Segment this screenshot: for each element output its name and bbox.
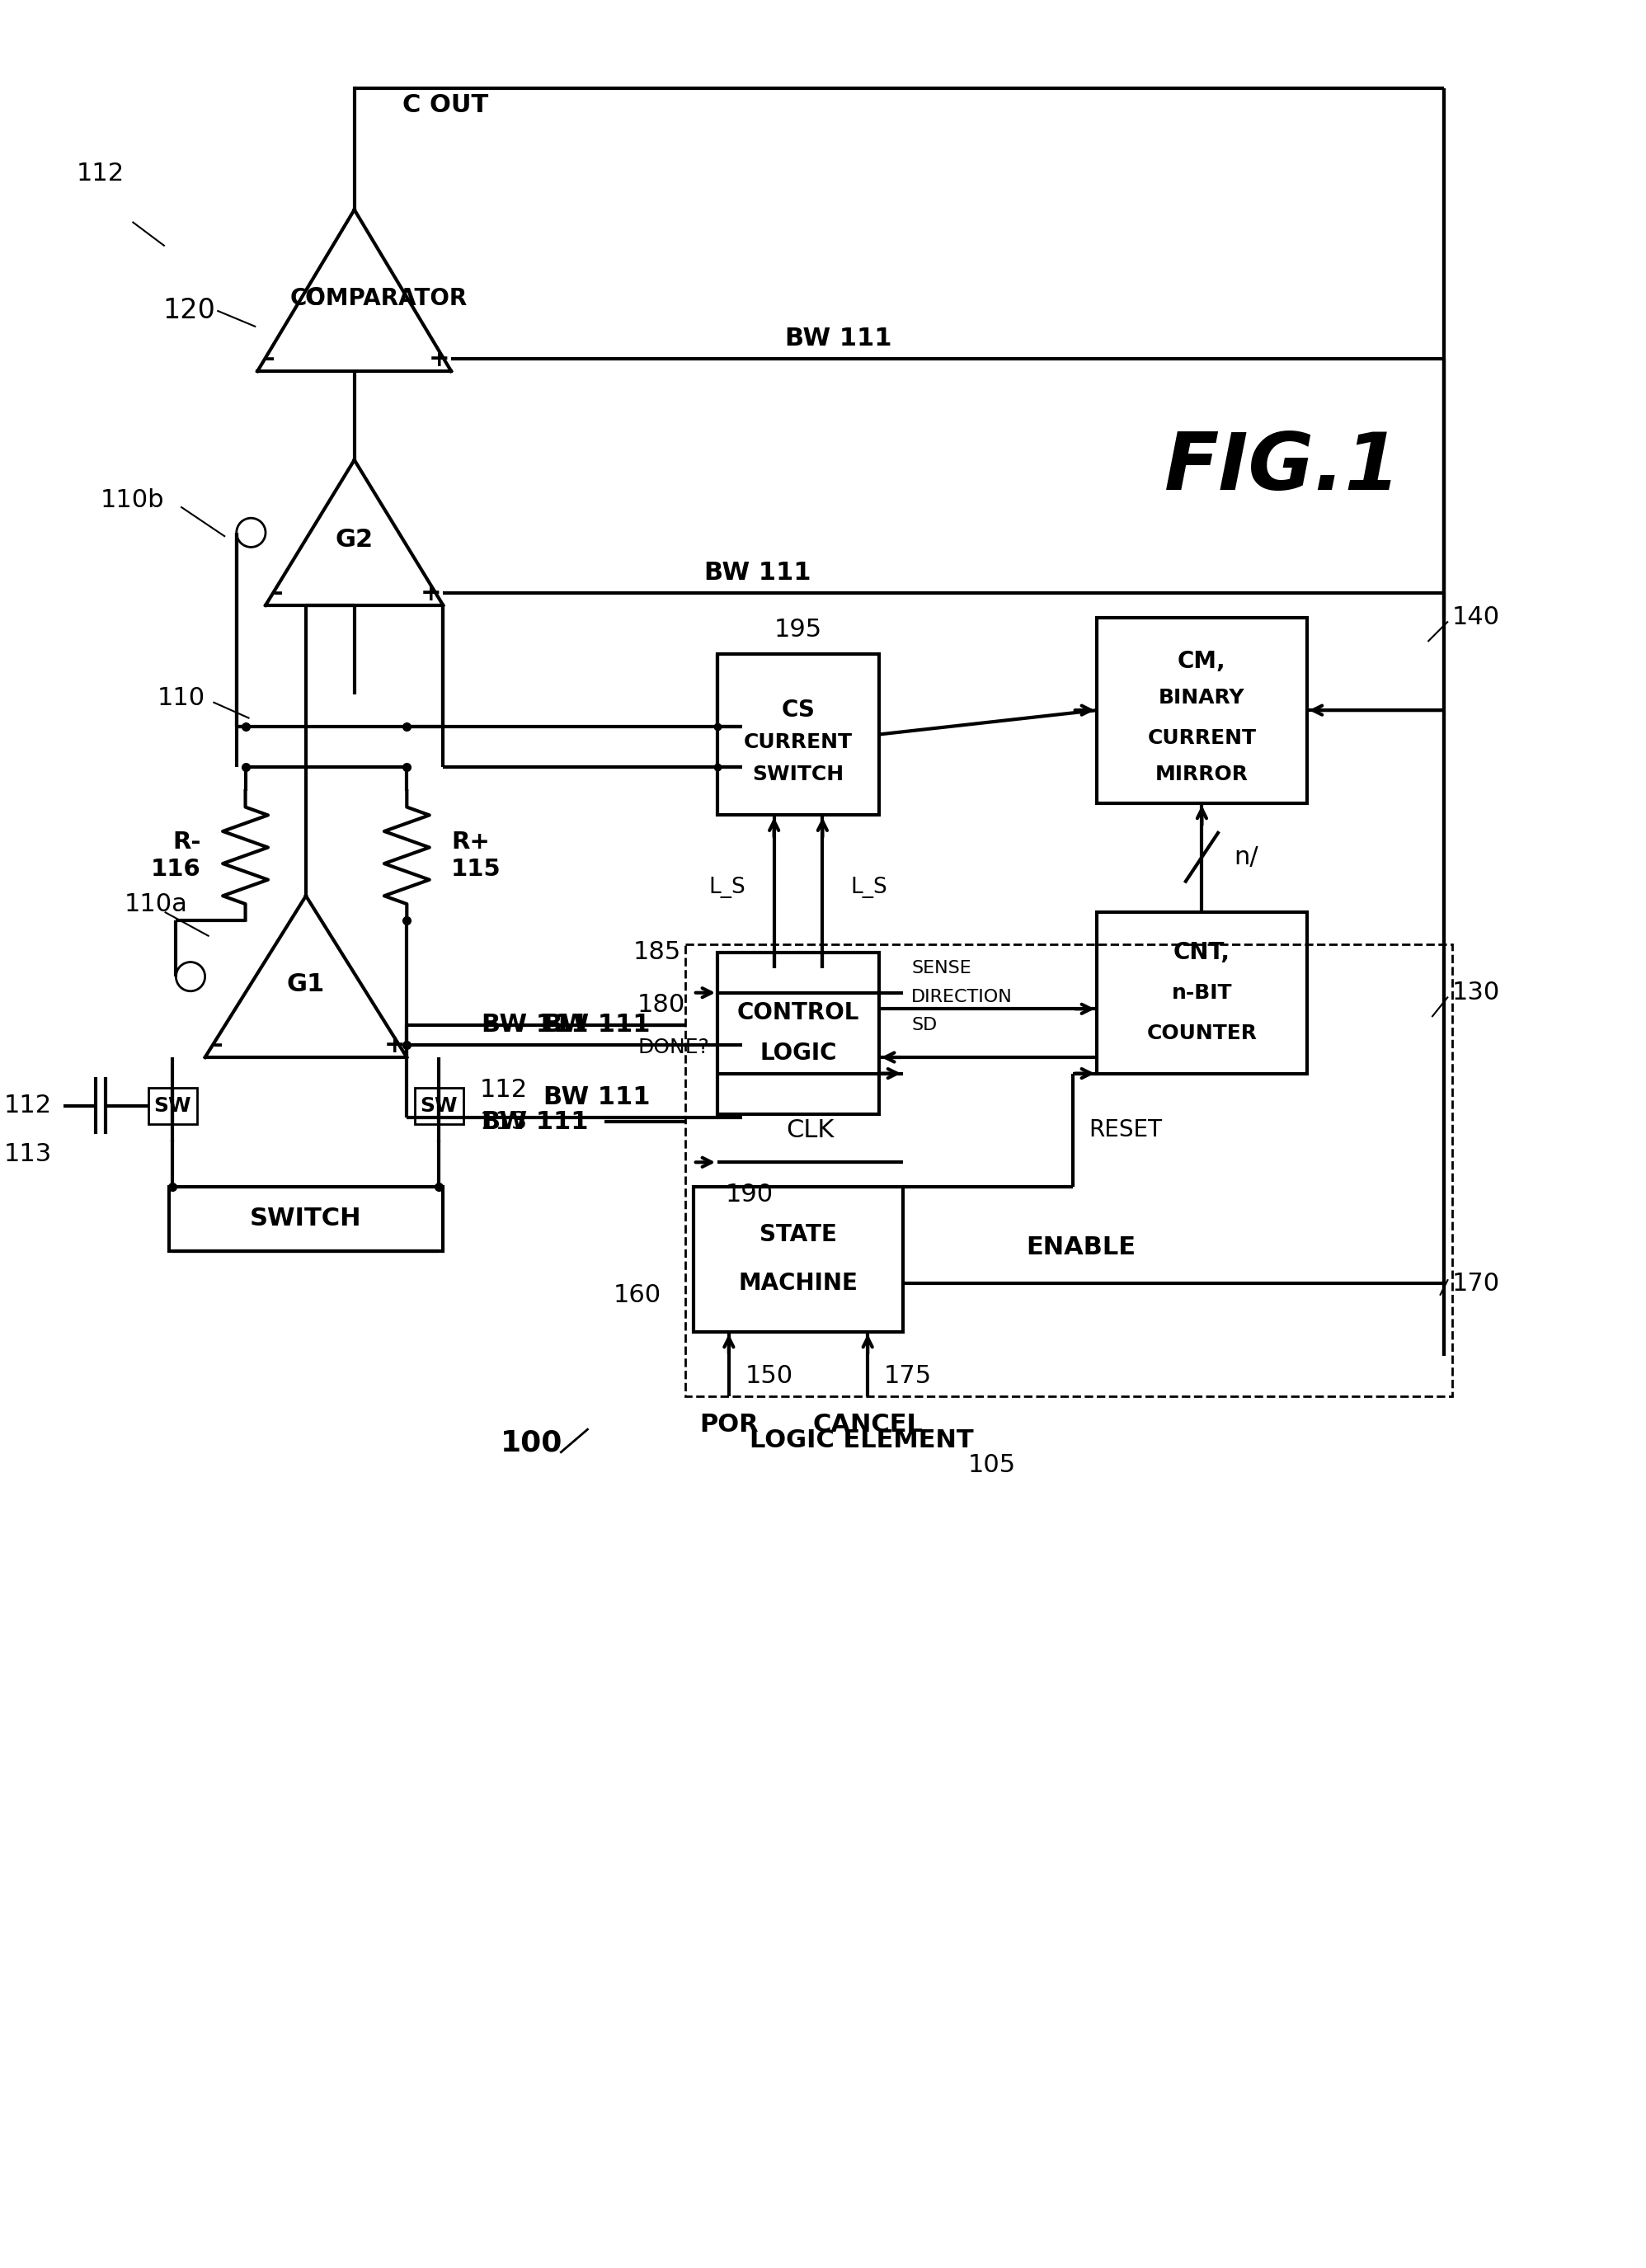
Text: SD: SD [912, 1016, 937, 1034]
Text: n-BIT: n-BIT [1172, 982, 1233, 1002]
Text: LOGIC: LOGIC [760, 1041, 836, 1064]
Text: -: - [273, 581, 283, 606]
Text: +: + [428, 347, 449, 372]
Text: CM,: CM, [1177, 651, 1226, 674]
Text: 160: 160 [612, 1284, 662, 1306]
Text: BW 111: BW 111 [482, 1014, 588, 1036]
Bar [415, 1089, 463, 1125]
Text: C: C [305, 286, 323, 311]
Text: BW 111: BW 111 [785, 327, 892, 352]
Text: LOGIC ELEMENT: LOGIC ELEMENT [751, 1429, 974, 1452]
Text: MACHINE: MACHINE [739, 1272, 858, 1295]
Text: 185: 185 [634, 941, 681, 964]
Text: SENSE: SENSE [912, 959, 971, 978]
Text: R-
116: R- 116 [151, 830, 201, 880]
Text: R+
115: R+ 115 [451, 830, 500, 880]
Text: CANCEL: CANCEL [813, 1413, 923, 1436]
Text: CNT,: CNT, [1174, 941, 1230, 964]
Bar [148, 1089, 198, 1125]
Bar [168, 1186, 443, 1252]
Text: ENABLE: ENABLE [1025, 1236, 1136, 1259]
Text: 130: 130 [1452, 980, 1500, 1005]
Text: STATE: STATE [759, 1222, 836, 1247]
Text: DIRECTION: DIRECTION [912, 989, 1012, 1005]
Text: 180: 180 [637, 993, 685, 1016]
Text: SWITCH: SWITCH [250, 1207, 362, 1232]
Text: G1: G1 [286, 973, 324, 996]
Text: BINARY: BINARY [1159, 687, 1244, 708]
Text: MIRROR: MIRROR [1155, 764, 1248, 785]
Text: +: + [384, 1034, 405, 1057]
Text: 105: 105 [968, 1454, 1016, 1476]
Text: 190: 190 [726, 1182, 774, 1207]
Text: CS: CS [782, 699, 815, 721]
Text: 110a: 110a [125, 891, 188, 916]
Text: n/: n/ [1234, 846, 1259, 869]
Text: 140: 140 [1452, 606, 1500, 628]
Text: 100: 100 [500, 1429, 563, 1456]
Text: 175: 175 [884, 1365, 932, 1388]
Text: CONTROL: CONTROL [737, 1002, 859, 1025]
Text: DONE?: DONE? [639, 1036, 709, 1057]
Bar [1096, 617, 1307, 803]
Text: 110: 110 [156, 687, 206, 710]
Text: L_S: L_S [851, 878, 887, 898]
Text: 110b: 110b [100, 488, 165, 513]
Text: RESET: RESET [1090, 1118, 1162, 1141]
Text: -: - [265, 347, 275, 372]
Text: BW 111: BW 111 [543, 1014, 650, 1036]
Text: 150: 150 [746, 1365, 793, 1388]
Bar [718, 953, 879, 1114]
Text: SW: SW [155, 1095, 191, 1116]
Text: BW 111: BW 111 [543, 1086, 650, 1109]
Text: FIG.1: FIG.1 [1164, 429, 1401, 506]
Text: G2: G2 [336, 528, 374, 551]
Text: C OUT: C OUT [403, 93, 489, 116]
Text: BW 111: BW 111 [482, 1109, 588, 1134]
Text: 195: 195 [774, 617, 823, 642]
Text: 112: 112 [3, 1093, 51, 1118]
Text: 113: 113 [3, 1143, 51, 1166]
Text: +: + [420, 581, 441, 606]
Text: SWITCH: SWITCH [752, 764, 844, 785]
Text: 170: 170 [1452, 1272, 1500, 1295]
Text: COMPARATOR: COMPARATOR [290, 288, 467, 311]
Bar [693, 1186, 904, 1331]
Text: -: - [212, 1034, 222, 1057]
Bar [718, 653, 879, 814]
Text: SW: SW [420, 1095, 458, 1116]
Text: 112: 112 [76, 161, 125, 186]
Text: BW 111: BW 111 [704, 560, 811, 585]
Text: 113: 113 [479, 1109, 527, 1134]
Text: POR: POR [700, 1413, 759, 1436]
Text: CLK: CLK [787, 1118, 835, 1143]
Bar [685, 943, 1452, 1397]
Text: CURRENT: CURRENT [744, 733, 853, 753]
Text: 120: 120 [163, 297, 216, 324]
Text: 112: 112 [479, 1077, 527, 1102]
Text: CURRENT: CURRENT [1147, 728, 1256, 748]
Text: COUNTER: COUNTER [1147, 1023, 1258, 1043]
Bar [1096, 912, 1307, 1073]
Text: L_S: L_S [709, 878, 746, 898]
